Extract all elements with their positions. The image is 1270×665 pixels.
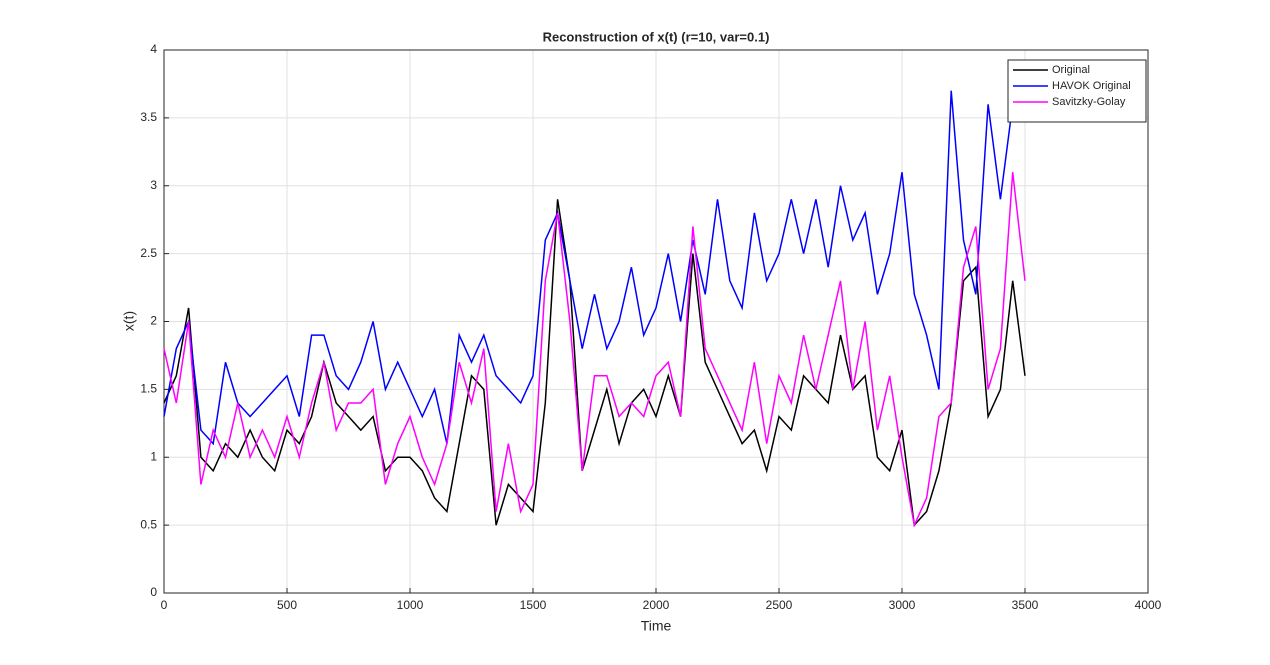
legend-label: Savitzky-Golay (1052, 96, 1126, 108)
y-tick-label: 2.5 (140, 246, 157, 260)
x-tick-label: 500 (277, 598, 297, 612)
plot-frame (163, 49, 1149, 594)
y-tick-label: 4 (150, 42, 157, 56)
legend-label: Original (1052, 64, 1090, 76)
x-tick-label: 4000 (1135, 598, 1162, 612)
y-tick-label: 0.5 (140, 517, 157, 531)
x-tick-label: 3500 (1012, 598, 1039, 612)
series-line (163, 172, 1026, 528)
legend-label: HAVOK Original (1052, 80, 1131, 92)
y-tick-label: 1.5 (140, 382, 157, 396)
series-line (163, 90, 1026, 446)
x-tick-label: 2000 (643, 598, 670, 612)
y-axis-label: x(t) (121, 311, 137, 331)
x-tick-label: 0 (161, 598, 168, 612)
x-tick-label: 1500 (520, 598, 547, 612)
series-line (163, 199, 1026, 527)
x-tick-label: 1000 (397, 598, 424, 612)
y-tick-label: 2 (150, 314, 157, 328)
y-tick-label: 3.5 (140, 110, 157, 124)
x-tick-label: 3000 (889, 598, 916, 612)
x-axis-label: Time (641, 618, 672, 634)
y-tick-label: 3 (150, 178, 157, 192)
y-tick-label: 0 (150, 585, 157, 599)
x-tick-label: 2500 (766, 598, 793, 612)
chart-title: Reconstruction of x(t) (r=10, var=0.1) (543, 29, 770, 44)
y-tick-label: 1 (150, 449, 157, 463)
